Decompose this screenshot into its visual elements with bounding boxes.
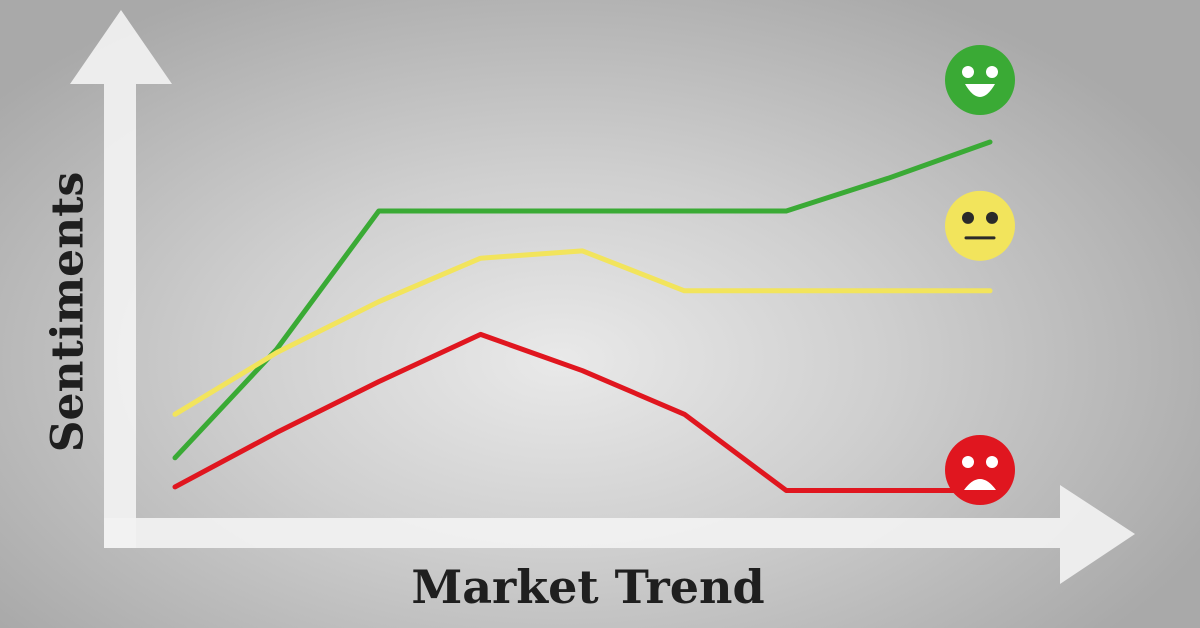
x-axis-label: Market Trend bbox=[411, 560, 765, 614]
axes bbox=[70, 10, 1135, 584]
neutral-series-line bbox=[172, 248, 993, 417]
neutral-face-icon bbox=[945, 190, 1015, 261]
happy-face-icon bbox=[945, 45, 1015, 115]
sad-face-icon bbox=[945, 435, 1015, 505]
legend bbox=[945, 45, 1015, 505]
plot-area bbox=[172, 139, 993, 493]
x-axis-arrow bbox=[104, 485, 1135, 584]
happy-series-line bbox=[172, 139, 993, 461]
y-axis-label: Sentiments bbox=[42, 171, 94, 453]
sad-series-line bbox=[172, 331, 993, 493]
y-axis-arrow bbox=[70, 10, 172, 548]
